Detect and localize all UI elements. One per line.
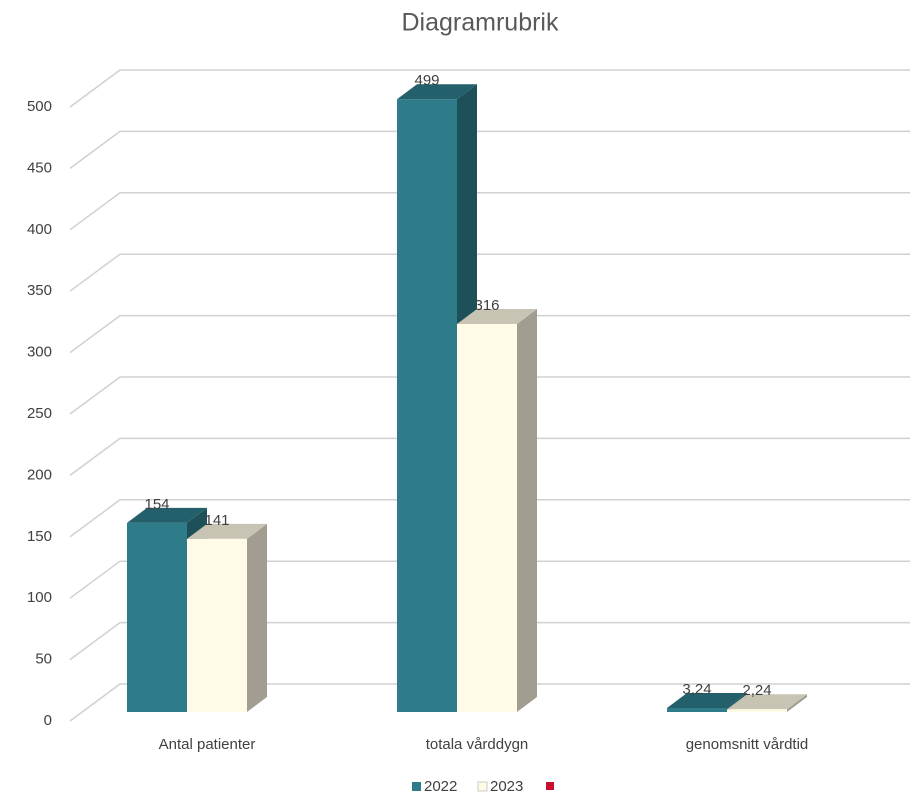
grid-line: [69, 683, 910, 722]
y-tick-label: 300: [27, 344, 52, 361]
legend-swatch-extra: [546, 782, 554, 790]
legend-swatch: [412, 782, 421, 791]
grid-line: [69, 499, 910, 538]
data-label: 141: [204, 512, 229, 529]
bar: [127, 522, 187, 712]
data-label: 3,24: [682, 681, 711, 698]
legend-label: 2023: [490, 778, 523, 794]
y-tick-label: 50: [35, 651, 52, 668]
data-label: 154: [144, 496, 169, 513]
y-tick-label: 500: [27, 98, 52, 115]
x-tick-label: genomsnitt vårdtid: [686, 736, 809, 753]
y-tick-label: 450: [27, 159, 52, 176]
y-tick-label: 100: [27, 589, 52, 606]
bar-top: [667, 693, 747, 709]
bar-side: [787, 694, 807, 712]
bar: [397, 99, 457, 712]
bar-top: [187, 523, 267, 539]
grid-line: [69, 437, 910, 477]
grid-line: [69, 314, 910, 354]
grid-line: [69, 376, 910, 415]
y-tick-label: 350: [27, 282, 52, 299]
legend-label: 2022: [424, 778, 457, 794]
x-tick-label: Antal patienter: [159, 736, 256, 753]
grid-line: [69, 192, 910, 231]
bar-top: [457, 308, 537, 324]
bar-side: [247, 523, 267, 712]
bar: [457, 323, 517, 712]
y-tick-label: 0: [44, 712, 52, 729]
grid-line: [69, 253, 910, 292]
grid-line: [69, 560, 910, 599]
grid-line: [69, 130, 910, 170]
legend-swatch: [477, 781, 488, 792]
y-tick-label: 200: [27, 466, 52, 483]
bar-top: [397, 84, 477, 100]
bar: [667, 708, 727, 712]
bar-side: [517, 308, 537, 712]
grid-line: [69, 69, 910, 108]
y-tick-label: 150: [27, 528, 52, 545]
data-label: 316: [474, 297, 499, 314]
bar: [727, 709, 787, 712]
grid-line: [69, 621, 910, 661]
chart-title: Diagramrubrik: [402, 9, 559, 37]
x-tick-label: totala vårddygn: [426, 736, 529, 753]
data-label: 499: [414, 72, 439, 89]
data-label: 2,24: [742, 682, 771, 699]
bar-top: [727, 694, 807, 710]
bar-top: [127, 507, 207, 523]
bar: [187, 538, 247, 712]
y-tick-label: 400: [27, 221, 52, 238]
y-tick-label: 250: [27, 405, 52, 422]
